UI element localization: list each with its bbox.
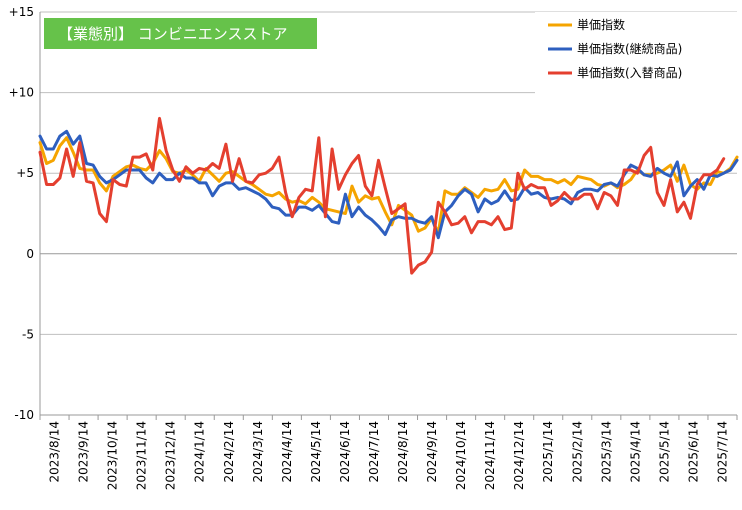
x-tick-label: 2024/10/14 <box>454 421 468 490</box>
y-tick-label: +10 <box>9 86 34 100</box>
x-tick-label: 2024/3/14 <box>251 421 265 483</box>
y-tick-label: +15 <box>9 5 34 19</box>
x-tick-label: 2025/2/14 <box>570 421 584 483</box>
x-tick-label: 2024/2/14 <box>222 421 236 483</box>
x-tick-label: 2025/1/14 <box>541 421 555 483</box>
chart-title: 【業態別】 コンビニエンスストア <box>58 25 287 43</box>
series-lines <box>38 116 739 275</box>
x-tick-label: 2024/11/14 <box>483 421 497 490</box>
x-tick-label: 2024/8/14 <box>396 421 410 483</box>
y-tick-label: +5 <box>16 166 34 180</box>
y-tick-label: -10 <box>14 408 34 422</box>
x-tick-label: 2025/5/14 <box>657 421 671 483</box>
x-tick-label: 2023/12/14 <box>164 421 178 490</box>
y-tick-label: -5 <box>22 327 34 341</box>
x-tick-label: 2024/5/14 <box>309 421 323 483</box>
x-axis: 2023/8/14 2023/9/14 2023/10/14 2023/11/14 20… <box>39 414 738 490</box>
x-tick-label: 2023/8/14 <box>48 421 62 483</box>
legend-label: 単価指数(入替商品) <box>577 65 682 80</box>
x-tick-label: 2024/6/14 <box>338 421 352 483</box>
series-line-3 <box>38 116 726 275</box>
x-tick-label: 2023/11/14 <box>135 421 149 490</box>
x-tick-label: 2024/4/14 <box>280 421 294 483</box>
legend-label: 単価指数(継続商品) <box>577 41 682 56</box>
x-tick-label: 2025/6/14 <box>686 421 700 483</box>
x-tick-label: 2024/9/14 <box>425 421 439 483</box>
legend-label: 単価指数 <box>577 17 625 32</box>
y-axis: +15 +10 +5 0 -5 -10 <box>9 5 41 422</box>
chart-title-box: 【業態別】 コンビニエンスストア <box>44 18 317 49</box>
x-tick-label: 2025/3/14 <box>599 421 613 483</box>
x-tick-label: 2025/4/14 <box>628 421 642 483</box>
x-tick-label: 2023/9/14 <box>77 421 91 483</box>
title-background <box>44 18 317 49</box>
y-tick-label: 0 <box>26 247 34 261</box>
x-tick-label: 2024/12/14 <box>512 421 526 490</box>
x-tick-label: 2024/7/14 <box>367 421 381 483</box>
x-tick-label: 2025/7/14 <box>715 421 729 483</box>
x-tick-label: 2023/10/14 <box>106 421 120 490</box>
x-tick-label: 2024/1/14 <box>193 421 207 483</box>
